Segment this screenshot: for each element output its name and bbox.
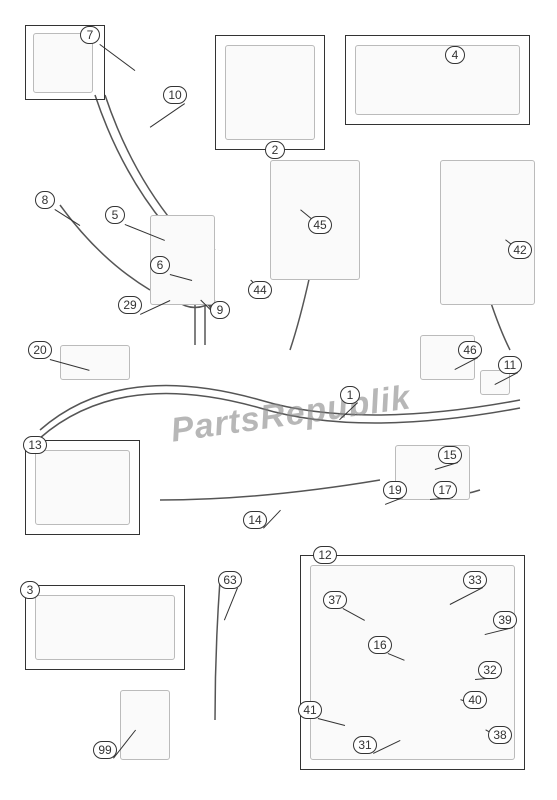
callout-29: 29: [118, 296, 142, 314]
callout-39: 39: [493, 611, 517, 629]
callout-2: 2: [265, 141, 285, 159]
callout-38: 38: [488, 726, 512, 744]
callout-46: 46: [458, 341, 482, 359]
callout-11: 11: [498, 356, 522, 374]
callout-41: 41: [298, 701, 322, 719]
callout-3: 3: [20, 581, 40, 599]
callout-99: 99: [93, 741, 117, 759]
callout-45: 45: [308, 216, 332, 234]
leader-line: [224, 588, 238, 620]
callout-15: 15: [438, 446, 462, 464]
callout-33: 33: [463, 571, 487, 589]
callout-12: 12: [313, 546, 337, 564]
callout-32: 32: [478, 661, 502, 679]
callout-42: 42: [508, 241, 532, 259]
part-mirror-right: [440, 160, 535, 305]
callout-16: 16: [368, 636, 392, 654]
leader-line: [149, 103, 185, 128]
callout-8: 8: [35, 191, 55, 209]
leader-line: [54, 209, 80, 226]
callout-5: 5: [105, 206, 125, 224]
callout-19: 19: [383, 481, 407, 499]
part-handguards: [35, 595, 175, 660]
part-clamp-13: [35, 450, 130, 525]
callout-7: 7: [80, 26, 100, 44]
callout-14: 14: [243, 511, 267, 529]
part-grip-assembly: [355, 45, 520, 115]
callout-9: 9: [210, 301, 230, 319]
part-kill-switch: [60, 345, 130, 380]
callout-31: 31: [353, 736, 377, 754]
leader-line: [339, 402, 358, 420]
callout-40: 40: [463, 691, 487, 709]
callout-10: 10: [163, 86, 187, 104]
handlebar-controls-diagram: PartsRepublik 12345678910111213141516171…: [0, 0, 557, 800]
callout-13: 13: [23, 436, 47, 454]
callout-20: 20: [28, 341, 52, 359]
callout-37: 37: [323, 591, 347, 609]
callout-44: 44: [248, 281, 272, 299]
part-switch-cluster: [225, 45, 315, 140]
callout-4: 4: [445, 46, 465, 64]
callout-1: 1: [340, 386, 360, 404]
callout-17: 17: [433, 481, 457, 499]
callout-63: 63: [218, 571, 242, 589]
watermark: PartsRepublik: [168, 378, 413, 450]
callout-6: 6: [150, 256, 170, 274]
part-brake-fluid: [120, 690, 170, 760]
